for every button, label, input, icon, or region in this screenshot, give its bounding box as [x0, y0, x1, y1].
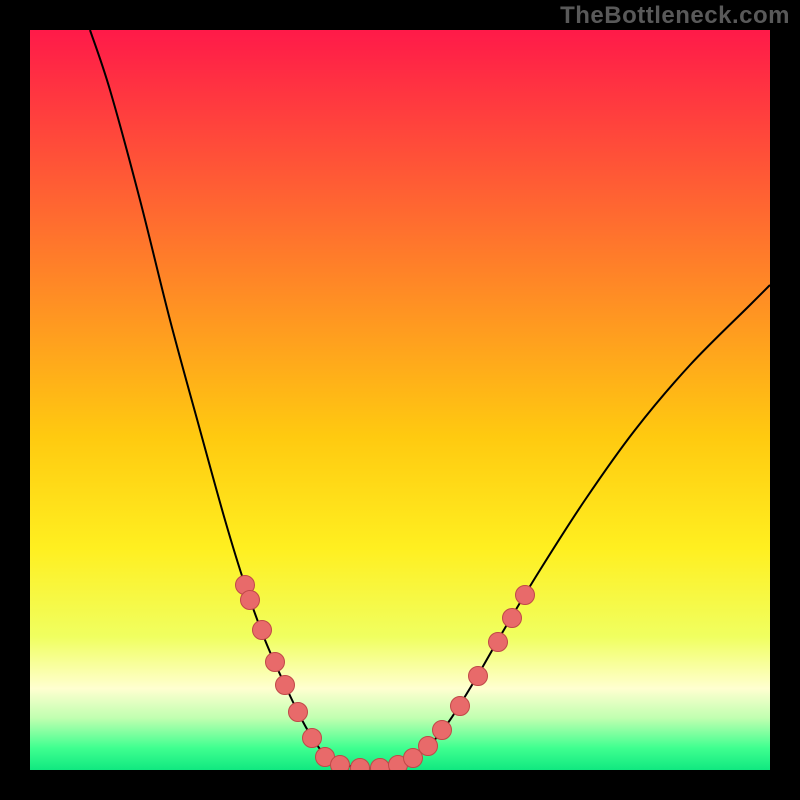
- data-point: [502, 608, 522, 628]
- data-point: [252, 620, 272, 640]
- data-point: [515, 585, 535, 605]
- data-point: [488, 632, 508, 652]
- data-point: [265, 652, 285, 672]
- watermark-text: TheBottleneck.com: [560, 2, 790, 30]
- data-point: [302, 728, 322, 748]
- data-point: [240, 590, 260, 610]
- data-point: [330, 755, 350, 770]
- data-point: [450, 696, 470, 716]
- data-point: [468, 666, 488, 686]
- data-point: [432, 720, 452, 740]
- plot-area: [30, 30, 770, 770]
- data-point: [275, 675, 295, 695]
- data-point: [350, 758, 370, 770]
- data-point: [370, 758, 390, 770]
- data-points-layer: [30, 30, 770, 770]
- data-point: [288, 702, 308, 722]
- data-point: [418, 736, 438, 756]
